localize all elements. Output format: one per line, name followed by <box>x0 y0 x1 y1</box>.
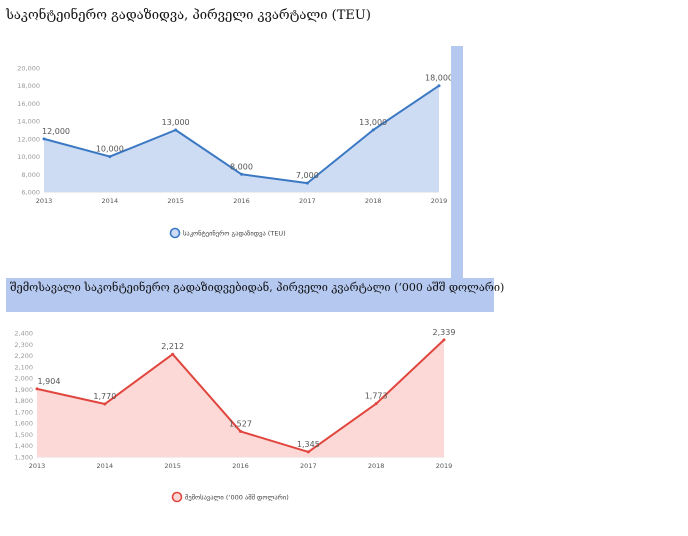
y-tick-label: 2,300 <box>14 341 33 349</box>
x-tick-label: 2014 <box>102 197 119 205</box>
y-tick-label: 2,000 <box>14 375 33 383</box>
data-point <box>174 128 178 132</box>
data-label: 10,000 <box>96 145 124 154</box>
y-tick-label: 20,000 <box>17 65 40 73</box>
legend-marker[interactable] <box>169 227 181 239</box>
data-label: 2,212 <box>161 342 184 351</box>
chart-1: 6,0008,00010,00012,00014,00016,00018,000… <box>17 65 451 239</box>
data-label: 12,000 <box>42 127 70 136</box>
y-tick-label: 10,000 <box>17 153 40 161</box>
chart-1-title: საკონტეინერო გადაზიდვა, პირველი კვარტალი… <box>6 8 371 23</box>
y-tick-label: 1,500 <box>14 431 33 439</box>
data-label: 1,345 <box>297 440 320 449</box>
data-label: 7,000 <box>296 171 319 180</box>
series-area <box>44 85 439 192</box>
data-point <box>305 181 309 185</box>
data-point <box>103 402 107 406</box>
x-tick-label: 2013 <box>29 462 46 470</box>
x-tick-label: 2013 <box>36 197 53 205</box>
data-label: 18,000 <box>425 74 451 83</box>
x-tick-label: 2018 <box>365 197 382 205</box>
y-tick-label: 1,400 <box>14 442 33 450</box>
legend-marker[interactable] <box>171 491 183 503</box>
y-tick-label: 2,400 <box>14 330 33 338</box>
legend-label[interactable]: შემოსავალი (‘000 აშშ დოლარი) <box>185 493 289 502</box>
data-point <box>306 450 310 454</box>
y-tick-label: 18,000 <box>17 82 40 90</box>
y-tick-label: 1,300 <box>14 454 33 462</box>
data-label: 13,000 <box>162 118 190 127</box>
data-label: 1,773 <box>365 392 388 401</box>
x-tick-label: 2019 <box>431 197 448 205</box>
data-point <box>374 402 378 406</box>
y-tick-label: 6,000 <box>21 189 40 197</box>
y-tick-label: 1,800 <box>14 397 33 405</box>
data-point <box>108 155 112 159</box>
x-tick-label: 2017 <box>300 462 317 470</box>
y-tick-label: 14,000 <box>17 118 40 126</box>
data-label: 8,000 <box>230 162 253 171</box>
y-tick-label: 2,100 <box>14 363 33 371</box>
data-point <box>442 338 446 342</box>
x-tick-label: 2015 <box>164 462 181 470</box>
x-tick-label: 2016 <box>232 462 249 470</box>
y-tick-label: 1,900 <box>14 386 33 394</box>
x-tick-label: 2015 <box>167 197 184 205</box>
chart-1-side-band <box>451 46 463 278</box>
y-tick-label: 1,600 <box>14 420 33 428</box>
x-tick-label: 2014 <box>97 462 114 470</box>
x-tick-label: 2018 <box>368 462 385 470</box>
y-tick-label: 8,000 <box>21 171 40 179</box>
y-tick-label: 2,200 <box>14 352 33 360</box>
data-point <box>240 172 243 176</box>
x-tick-label: 2017 <box>299 197 316 205</box>
y-tick-label: 1,700 <box>14 408 33 416</box>
data-point <box>35 387 39 391</box>
data-label: 2,339 <box>433 328 456 337</box>
data-point <box>171 352 175 356</box>
chart-2: 1,300 1,400 1,500 1,600 1,700 1,800 1,900 2,000… <box>14 328 456 503</box>
chart-2-title-band: შემოსავალი საკონტეინერო გადაზიდვებიდან, … <box>6 278 504 312</box>
x-tick-label: 2016 <box>233 197 250 205</box>
data-label: 1,770 <box>93 392 116 401</box>
legend-label[interactable]: საკონტეინერო გადაზიდვა (TEU) <box>183 229 286 238</box>
data-point <box>371 128 375 132</box>
data-point <box>42 137 46 141</box>
data-point <box>239 429 242 433</box>
data-label: 1,904 <box>38 377 61 386</box>
data-label: 1,527 <box>229 419 252 428</box>
data-point <box>437 84 441 88</box>
y-tick-label: 16,000 <box>17 100 40 108</box>
data-label: 13,000 <box>359 118 387 127</box>
x-tick-label: 2019 <box>436 462 453 470</box>
series-area <box>37 339 444 457</box>
y-tick-label: 12,000 <box>17 135 40 143</box>
chart-2-title: შემოსავალი საკონტეინერო გადაზიდვებიდან, … <box>10 281 505 294</box>
